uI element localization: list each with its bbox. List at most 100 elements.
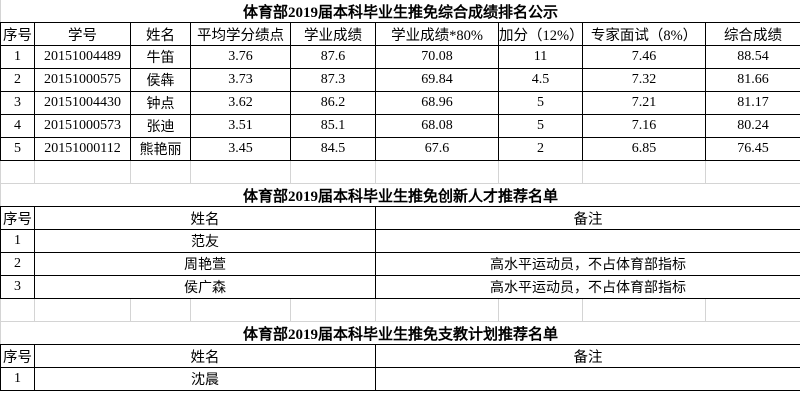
column-header[interactable]: 学业成绩	[290, 22, 376, 46]
table-cell[interactable]: 1	[0, 229, 35, 253]
table-cell[interactable]: 周艳萱	[34, 252, 376, 276]
table-cell[interactable]: 3.73	[190, 68, 291, 92]
column-header[interactable]: 序号	[0, 206, 35, 230]
empty-cell[interactable]	[582, 298, 706, 322]
table-cell[interactable]: 5	[498, 91, 583, 115]
column-header[interactable]: 学号	[34, 22, 131, 46]
table-cell[interactable]: 张迪	[130, 114, 191, 138]
empty-cell[interactable]	[704, 298, 800, 322]
table-cell[interactable]: 熊艳丽	[130, 137, 191, 161]
table-cell[interactable]: 2	[498, 137, 583, 161]
column-header[interactable]: 姓名	[130, 22, 191, 46]
empty-cell[interactable]	[498, 298, 583, 322]
column-header[interactable]: 专家面试（8%）	[582, 22, 706, 46]
table-cell[interactable]: 20151004430	[34, 91, 131, 115]
table-cell[interactable]: 7.32	[582, 68, 706, 92]
table-cell[interactable]: 86.2	[290, 91, 376, 115]
table-row: 3 20151004430 钟点 3.62 86.2 68.96 5 7.21 81.17	[0, 91, 800, 115]
column-header[interactable]: 序号	[0, 344, 35, 368]
table-cell[interactable]: 70.08	[375, 45, 499, 69]
table-cell[interactable]: 68.96	[375, 91, 499, 115]
table2-header-row: 序号 姓名 备注	[0, 206, 800, 230]
empty-cell[interactable]	[34, 160, 131, 184]
empty-cell[interactable]	[34, 298, 131, 322]
table-cell[interactable]: 1	[0, 367, 35, 391]
table-cell[interactable]: 69.84	[375, 68, 499, 92]
table-cell[interactable]: 范友	[34, 229, 376, 253]
table-cell[interactable]: 20151000112	[34, 137, 131, 161]
table-row: 1 范友	[0, 229, 800, 253]
table3-title[interactable]: 体育部2019届本科毕业生推免支教计划推荐名单	[0, 321, 800, 345]
table-cell[interactable]: 85.1	[290, 114, 376, 138]
table-cell[interactable]: 3.51	[190, 114, 291, 138]
column-header[interactable]: 姓名	[34, 206, 376, 230]
empty-cell[interactable]	[704, 160, 800, 184]
table-cell[interactable]: 5	[498, 114, 583, 138]
table-cell[interactable]: 20151000575	[34, 68, 131, 92]
table-cell[interactable]: 7.21	[582, 91, 706, 115]
table-cell[interactable]: 2	[0, 68, 35, 92]
table-cell[interactable]: 6.85	[582, 137, 706, 161]
table1-title-row: 体育部2019届本科毕业生推免综合成绩排名公示	[0, 0, 800, 23]
table-cell[interactable]: 67.6	[375, 137, 499, 161]
table-cell[interactable]: 88.54	[704, 45, 800, 69]
table-cell[interactable]: 76.45	[704, 137, 800, 161]
column-header[interactable]: 序号	[0, 22, 35, 46]
table-cell[interactable]: 7.16	[582, 114, 706, 138]
empty-cell[interactable]	[0, 160, 35, 184]
table-cell[interactable]: 高水平运动员，不占体育部指标	[374, 275, 800, 299]
table3-title-row: 体育部2019届本科毕业生推免支教计划推荐名单	[0, 321, 800, 345]
table-cell[interactable]: 84.5	[290, 137, 376, 161]
empty-cell[interactable]	[498, 160, 583, 184]
table-cell[interactable]: 1	[0, 45, 35, 69]
column-header[interactable]: 学业成绩*80%	[375, 22, 499, 46]
table-cell[interactable]: 4.5	[498, 68, 583, 92]
empty-cell[interactable]	[375, 160, 499, 184]
empty-cell[interactable]	[290, 298, 376, 322]
table-cell[interactable]: 87.3	[290, 68, 376, 92]
empty-cell[interactable]	[190, 298, 291, 322]
table-cell[interactable]: 3.76	[190, 45, 291, 69]
table-cell[interactable]	[374, 229, 800, 253]
table-cell[interactable]: 2	[0, 252, 35, 276]
table-cell[interactable]: 7.46	[582, 45, 706, 69]
empty-cell[interactable]	[190, 160, 291, 184]
table-cell[interactable]: 81.17	[704, 91, 800, 115]
table-cell[interactable]: 81.66	[704, 68, 800, 92]
table-cell[interactable]: 侯犇	[130, 68, 191, 92]
table-cell[interactable]: 68.08	[375, 114, 499, 138]
table-cell[interactable]: 20151004489	[34, 45, 131, 69]
table-cell[interactable]: 4	[0, 114, 35, 138]
table-cell[interactable]: 3	[0, 275, 35, 299]
table-cell[interactable]: 高水平运动员，不占体育部指标	[374, 252, 800, 276]
table2-title[interactable]: 体育部2019届本科毕业生推免创新人才推荐名单	[0, 183, 800, 207]
table-cell[interactable]: 20151000573	[34, 114, 131, 138]
table-cell[interactable]	[374, 367, 800, 391]
empty-cell[interactable]	[130, 160, 191, 184]
table-cell[interactable]: 87.6	[290, 45, 376, 69]
table-cell[interactable]: 3.62	[190, 91, 291, 115]
column-header[interactable]: 姓名	[34, 344, 376, 368]
table-cell[interactable]: 80.24	[704, 114, 800, 138]
table-cell[interactable]: 11	[498, 45, 583, 69]
empty-cell[interactable]	[290, 160, 376, 184]
table1-title[interactable]: 体育部2019届本科毕业生推免综合成绩排名公示	[0, 0, 800, 23]
empty-cell[interactable]	[130, 298, 191, 322]
table-cell[interactable]: 3	[0, 91, 35, 115]
table-cell[interactable]: 5	[0, 137, 35, 161]
table-cell[interactable]: 侯广森	[34, 275, 376, 299]
empty-cell[interactable]	[582, 160, 706, 184]
table-cell[interactable]: 3.45	[190, 137, 291, 161]
column-header[interactable]: 加分（12%）	[498, 22, 583, 46]
empty-cell[interactable]	[0, 298, 35, 322]
column-header[interactable]: 备注	[374, 344, 800, 368]
table-cell[interactable]: 钟点	[130, 91, 191, 115]
table-cell[interactable]: 沈晨	[34, 367, 376, 391]
spreadsheet: 体育部2019届本科毕业生推免综合成绩排名公示 序号 学号 姓名 平均学分绩点 学业成绩学…	[0, 0, 800, 391]
table-cell[interactable]: 牛笛	[130, 45, 191, 69]
column-header[interactable]: 综合成绩	[704, 22, 800, 46]
column-header[interactable]: 备注	[374, 206, 800, 230]
column-header[interactable]: 平均学分绩点	[190, 22, 291, 46]
empty-cell[interactable]	[375, 298, 499, 322]
table1-header-row: 序号 学号 姓名 平均学分绩点 学业成绩 学业成绩*80% 加分（12%） 专家面试（8%）综…	[0, 22, 800, 46]
